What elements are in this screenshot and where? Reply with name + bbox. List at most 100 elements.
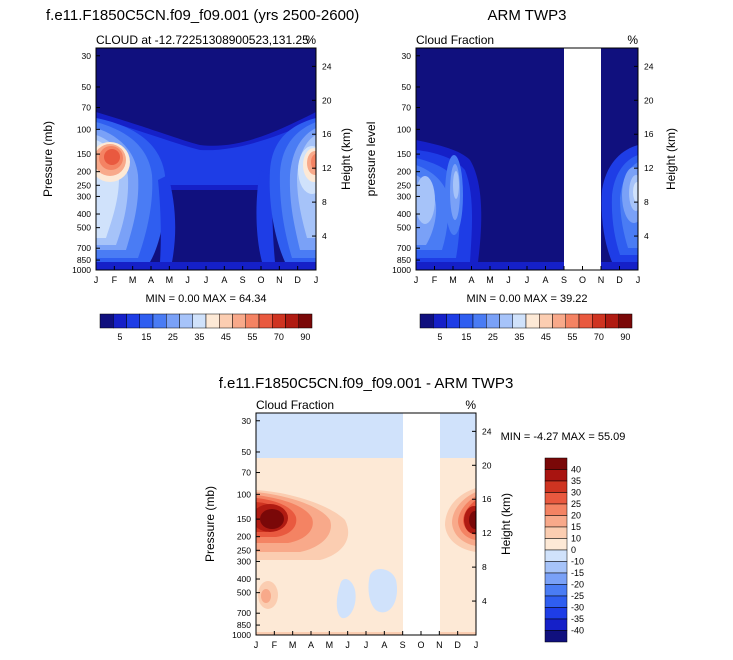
- model-field: [96, 48, 316, 270]
- colorbar-label: 0: [571, 545, 576, 555]
- month-tick-label: J: [314, 275, 319, 285]
- colorbar-swatch: [552, 313, 566, 329]
- y-axis-label: pressure level: [364, 122, 378, 197]
- pressure-tick-label: 70: [82, 103, 92, 113]
- colorbar-swatch: [605, 313, 619, 329]
- obs-title: ARM TWP3: [488, 7, 567, 24]
- pressure-tick-label: 200: [237, 532, 251, 542]
- colorbar-label: -40: [571, 626, 584, 636]
- y-axis-label: Pressure (mb): [203, 486, 217, 562]
- colorbar-swatch: [512, 313, 527, 329]
- colorbar-swatch: [433, 313, 447, 329]
- colorbar-label: 25: [488, 332, 498, 342]
- colorbar-swatch: [139, 313, 154, 329]
- height-tick-label: 24: [644, 61, 654, 71]
- height-tick-label: 8: [322, 197, 327, 207]
- colorbar-swatch: [544, 618, 568, 631]
- pressure-tick-label: 400: [77, 209, 91, 219]
- colorbar-label: 90: [620, 332, 630, 342]
- colorbar-swatch: [544, 526, 568, 539]
- colorbar-swatch: [298, 313, 313, 329]
- colorbar-swatch: [472, 313, 487, 329]
- colorbar-label: 70: [594, 332, 604, 342]
- height-tick-label: 8: [644, 197, 649, 207]
- diff-subtitle: Cloud Fraction: [256, 398, 334, 412]
- height-tick-label: 12: [644, 163, 654, 173]
- colorbar-swatch: [592, 313, 606, 329]
- colorbar-swatch: [152, 313, 167, 329]
- colorbar-swatch: [419, 313, 434, 329]
- height-tick-label: 16: [322, 129, 332, 139]
- colorbar-swatch: [544, 515, 568, 528]
- colorbar-label: 35: [514, 332, 524, 342]
- model-subtitle: CLOUD at -12.72251308900523,131.25: [96, 33, 309, 47]
- pressure-tick-label: 150: [397, 149, 411, 159]
- colorbar-label: -35: [571, 614, 584, 624]
- month-tick-label: D: [616, 275, 623, 285]
- colorbar-label: -20: [571, 580, 584, 590]
- pressure-tick-label: 150: [237, 514, 251, 524]
- colorbar-swatch: [544, 561, 568, 574]
- obs-colorbar: 5 15 25 35 45 55 70 90: [419, 313, 633, 342]
- month-tick-label: A: [542, 275, 548, 285]
- month-tick-label: J: [185, 275, 190, 285]
- colorbar-label: 25: [571, 499, 581, 509]
- pressure-tick-label: 700: [237, 608, 251, 618]
- colorbar-label: 70: [274, 332, 284, 342]
- height-tick-label: 20: [482, 460, 492, 470]
- colorbar-swatch: [544, 457, 568, 470]
- colorbar-swatch: [618, 313, 633, 329]
- month-tick-label: S: [561, 275, 567, 285]
- height-tick-label: 4: [482, 596, 487, 606]
- pressure-tick-label: 300: [77, 191, 91, 201]
- colorbar-swatch: [446, 313, 460, 329]
- month-tick-label: F: [112, 275, 118, 285]
- pressure-tick-label: 400: [237, 574, 251, 584]
- colorbar-label: -25: [571, 591, 584, 601]
- colorbar-swatch: [285, 313, 299, 329]
- colorbar-swatch: [486, 313, 500, 329]
- colorbar-label: 55: [567, 332, 577, 342]
- model-stats: MIN = 0.00 MAX = 64.34: [145, 293, 266, 305]
- height-tick-label: 4: [644, 231, 649, 241]
- month-tick-label: J: [254, 640, 259, 650]
- obs-units: %: [627, 33, 638, 47]
- height-tick-label: 20: [644, 95, 654, 105]
- colorbar-swatch: [544, 630, 568, 643]
- colorbar-swatch: [499, 313, 513, 329]
- month-tick-label: O: [257, 275, 264, 285]
- pressure-tick-label: 100: [237, 489, 251, 499]
- y-axis-label: Pressure (mb): [41, 121, 55, 197]
- colorbar-label: 45: [541, 332, 551, 342]
- month-tick-label: O: [417, 640, 424, 650]
- colorbar-swatch: [166, 313, 180, 329]
- colorbar-swatch: [544, 492, 568, 505]
- height-tick-label: 16: [644, 129, 654, 139]
- colorbar-swatch: [544, 572, 568, 585]
- month-tick-label: S: [240, 275, 246, 285]
- colorbar-swatch: [219, 313, 233, 329]
- colorbar-swatch: [232, 313, 246, 329]
- pressure-tick-label: 850: [237, 620, 251, 630]
- diff-units: %: [465, 398, 476, 412]
- month-tick-label: F: [432, 275, 438, 285]
- month-tick-label: J: [525, 275, 530, 285]
- colorbar-swatch: [272, 313, 286, 329]
- pressure-tick-label: 850: [77, 255, 91, 265]
- month-tick-label: A: [221, 275, 227, 285]
- pressure-tick-label: 500: [397, 223, 411, 233]
- pressure-tick-label: 70: [402, 103, 412, 113]
- colorbar-label: 25: [168, 332, 178, 342]
- pressure-tick-label: 400: [397, 209, 411, 219]
- month-tick-label: N: [598, 275, 605, 285]
- month-tick-label: J: [636, 275, 641, 285]
- diff-stats: MIN = -4.27 MAX = 55.09: [501, 431, 626, 443]
- pressure-tick-label: 200: [77, 167, 91, 177]
- month-tick-label: D: [294, 275, 301, 285]
- colorbar-swatch: [544, 549, 568, 562]
- pressure-tick-label: 150: [77, 149, 91, 159]
- colorbar-swatch: [525, 313, 540, 329]
